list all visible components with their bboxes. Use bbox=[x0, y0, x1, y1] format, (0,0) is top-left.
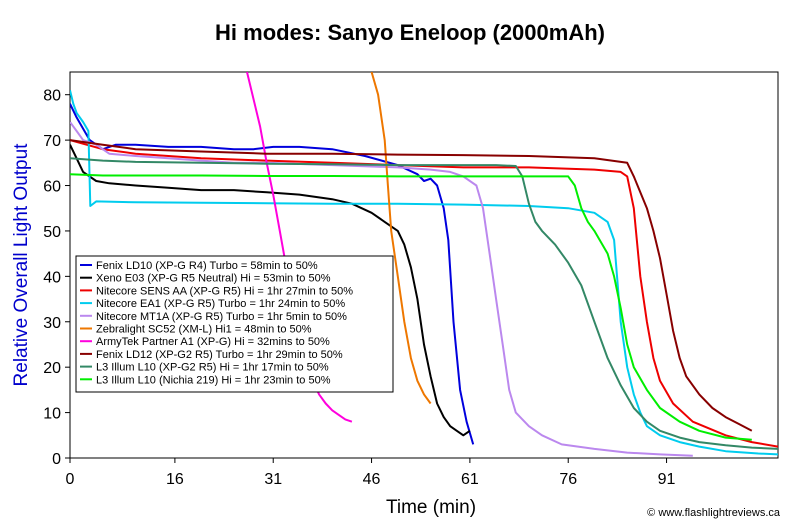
legend-entry: Xeno E03 (XP-G R5 Neutral) Hi = 53min to… bbox=[96, 273, 331, 285]
x-tick-label: 0 bbox=[66, 471, 75, 488]
y-tick-label: 20 bbox=[43, 360, 61, 377]
series-line-1 bbox=[70, 103, 475, 445]
chart-title: Hi modes: Sanyo Eneloop (2000mAh) bbox=[215, 20, 605, 45]
legend-entry: Zebralight SC52 (XM-L) Hi1 = 48min to 50… bbox=[96, 324, 312, 336]
y-axis-ticks: 0 10 20 30 40 50 60 70 80 bbox=[43, 88, 70, 468]
series-line-4 bbox=[70, 89, 778, 456]
series-line-8 bbox=[70, 139, 753, 432]
y-tick-label: 70 bbox=[43, 133, 61, 150]
y-tick-label: 30 bbox=[43, 315, 61, 332]
y-tick-label: 50 bbox=[43, 224, 61, 241]
legend-entry: Fenix LD12 (XP-G2 R5) Turbo = 1hr 29min … bbox=[96, 349, 343, 361]
legend-entry: ArmyTek Partner A1 (XP-G) Hi = 32mins to… bbox=[96, 336, 330, 348]
series-layer bbox=[70, 72, 778, 457]
legend-entry: Fenix LD10 (XP-G R4) Turbo = 58min to 50… bbox=[96, 260, 318, 272]
series-line-10 bbox=[70, 173, 752, 441]
y-tick-label: 10 bbox=[43, 406, 61, 423]
x-tick-label: 16 bbox=[166, 471, 184, 488]
legend-box bbox=[75, 255, 394, 393]
series-line-2 bbox=[70, 144, 471, 437]
y-tick-label: 60 bbox=[43, 179, 61, 196]
y-tick-label: 0 bbox=[52, 451, 61, 468]
legend-entry: L3 Illum L10 (Nichia 219) Hi = 1hr 23min… bbox=[96, 374, 331, 386]
x-tick-label: 91 bbox=[658, 471, 676, 488]
x-axis-title: Time (min) bbox=[386, 497, 476, 518]
y-axis-title: Relative Overall Light Output bbox=[11, 143, 32, 387]
y-tick-label: 40 bbox=[43, 269, 61, 286]
x-tick-label: 31 bbox=[264, 471, 282, 488]
y-tick-label: 80 bbox=[43, 88, 61, 105]
legend-entry: Nitecore SENS AA (XP-G R5) Hi = 1hr 27mi… bbox=[96, 285, 353, 297]
credit-text: © www.flashlightreviews.ca bbox=[647, 507, 781, 519]
x-tick-label: 46 bbox=[363, 471, 381, 488]
x-axis-ticks: 0 16 31 46 61 76 91 bbox=[66, 458, 676, 488]
series-line-6 bbox=[370, 72, 432, 405]
x-tick-label: 76 bbox=[559, 471, 577, 488]
legend-entry: L3 Illum L10 (XP-G2 R5) Hi = 1hr 17min t… bbox=[96, 362, 329, 374]
x-tick-label: 61 bbox=[461, 471, 479, 488]
series-line-9 bbox=[70, 157, 778, 450]
legend-entry: Nitecore EA1 (XP-G R5) Turbo = 1hr 24min… bbox=[96, 298, 345, 310]
series-line-3 bbox=[70, 139, 778, 448]
legend-entry: Nitecore MT1A (XP-G R5) Turbo = 1hr 5min… bbox=[96, 311, 347, 323]
legend: Fenix LD10 (XP-G R4) Turbo = 58min to 50… bbox=[75, 255, 394, 393]
